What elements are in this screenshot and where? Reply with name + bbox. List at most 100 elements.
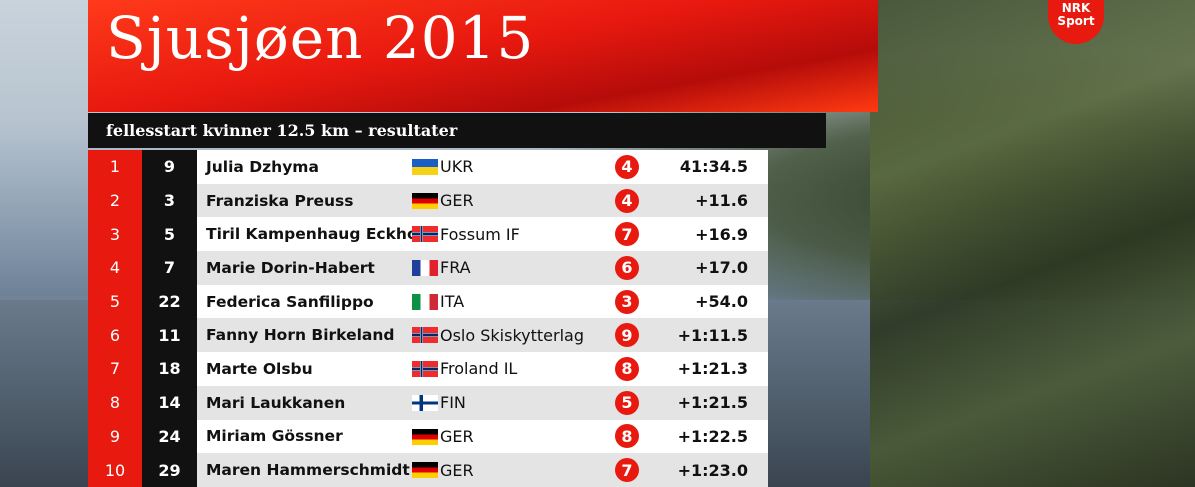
- bib: 18: [142, 352, 197, 386]
- rank: 3: [88, 217, 142, 252]
- rank: 9: [88, 419, 142, 454]
- misses: 3: [615, 285, 639, 319]
- athlete-name: Maren Hammerschmidt: [206, 461, 410, 480]
- flag: [412, 428, 438, 445]
- misses: 7: [615, 453, 639, 487]
- result-row: 7 18 Marte Olsbu Froland IL 8 +1:21.3: [88, 352, 768, 386]
- miss-count: 5: [615, 390, 639, 415]
- bib: 9: [142, 150, 197, 184]
- miss-count: 4: [615, 188, 639, 213]
- logo: NRK Sport: [1048, 0, 1104, 44]
- rank: 6: [88, 318, 142, 353]
- misses: 4: [615, 184, 639, 218]
- rank: 4: [88, 251, 142, 285]
- subtitle-bar: fellesstart kvinner 12.5 km – resultater: [88, 113, 826, 148]
- time: +1:21.3: [677, 359, 748, 379]
- time: +54.0: [695, 292, 748, 312]
- rank: 1: [88, 150, 142, 184]
- country: GER: [440, 426, 474, 446]
- result-row: 9 24 Miriam Gössner GER 8 +1:22.5: [88, 419, 768, 454]
- flag: [412, 293, 438, 310]
- rank: 8: [88, 385, 142, 420]
- header: Sjusjøen 2015: [88, 0, 878, 112]
- result-row: 2 3 Franziska Preuss GER 4 +11.6: [88, 183, 768, 218]
- result-row: 6 11 Fanny Horn Birkeland Oslo Skiskytterla…: [88, 318, 768, 353]
- rank: 10: [88, 453, 142, 487]
- country: Fossum IF: [440, 224, 520, 244]
- time: +17.0: [695, 258, 748, 278]
- bib: 14: [142, 385, 197, 420]
- miss-count: 8: [615, 356, 639, 381]
- rank: 2: [88, 183, 142, 218]
- athlete-name: Marte Olsbu: [206, 359, 313, 378]
- athlete-name: Miriam Gössner: [206, 427, 343, 446]
- bib: 3: [142, 183, 197, 218]
- country: FRA: [440, 258, 471, 278]
- country: ITA: [440, 292, 465, 312]
- misses: 6: [615, 251, 639, 285]
- flag: [412, 226, 438, 243]
- misses: 8: [615, 352, 639, 386]
- result-row: 10 29 Maren Hammerschmidt GER 7 +1:23.0: [88, 453, 768, 487]
- country: Oslo Skiskytterlag: [440, 325, 584, 345]
- time: +11.6: [695, 191, 748, 211]
- misses: 7: [615, 217, 639, 251]
- bib: 22: [142, 284, 197, 319]
- athlete-name: Tiril Kampenhaug Eckhoff: [206, 225, 431, 244]
- flag: [412, 260, 438, 277]
- result-row: 1 9 Julia Dzhyma UKR 4 41:34.5: [88, 150, 768, 184]
- bib: 11: [142, 318, 197, 353]
- time: +1:11.5: [677, 325, 748, 345]
- flag: [412, 159, 438, 175]
- misses: 9: [615, 318, 639, 352]
- misses: 4: [615, 150, 639, 184]
- flag: [412, 394, 438, 411]
- bib: 7: [142, 251, 197, 285]
- athlete-name: Mari Laukkanen: [206, 393, 346, 412]
- bib: 29: [142, 453, 197, 487]
- bib: 24: [142, 419, 197, 454]
- miss-count: 9: [615, 323, 639, 348]
- time: +1:23.0: [677, 460, 748, 480]
- title: Sjusjøen 2015: [106, 4, 535, 72]
- miss-count: 4: [615, 154, 639, 179]
- flag: [412, 192, 438, 209]
- flag: [412, 361, 438, 378]
- bib: 5: [142, 217, 197, 252]
- flag: [412, 327, 438, 344]
- result-row: 3 5 Tiril Kampenhaug Eckhoff Fossum IF 7 +16.…: [88, 217, 768, 252]
- logo-line: NRK: [1061, 1, 1091, 15]
- misses: 8: [615, 420, 639, 454]
- athlete-name: Franziska Preuss: [206, 191, 354, 210]
- miss-count: 7: [615, 458, 639, 483]
- athlete-name: Julia Dzhyma: [206, 157, 319, 176]
- time: +16.9: [695, 224, 748, 244]
- athlete-name: Marie Dorin-Habert: [206, 258, 375, 277]
- miss-count: 6: [615, 255, 639, 280]
- country: FIN: [440, 393, 466, 413]
- result-row: 8 14 Mari Laukkanen FIN 5 +1:21.5: [88, 385, 768, 420]
- miss-count: 3: [615, 289, 639, 314]
- subtitle: fellesstart kvinner 12.5 km – resultater: [106, 121, 458, 140]
- time: +1:21.5: [677, 393, 748, 413]
- misses: 5: [615, 386, 639, 420]
- result-row: 4 7 Marie Dorin-Habert FRA 6 +17.0: [88, 251, 768, 285]
- miss-count: 8: [615, 424, 639, 449]
- athlete-name: Federica Sanfilippo: [206, 292, 374, 311]
- athlete-name: Fanny Horn Birkeland: [206, 326, 395, 345]
- country: UKR: [440, 157, 474, 177]
- logo-line: Sport: [1057, 14, 1095, 28]
- results-table: 1 9 Julia Dzhyma UKR 4 41:34.5 2 3 Franziska Pre…: [88, 150, 768, 487]
- country: GER: [440, 460, 474, 480]
- result-row: 5 22 Federica Sanfilippo ITA 3 +54.0: [88, 284, 768, 319]
- rank: 5: [88, 284, 142, 319]
- miss-count: 7: [615, 222, 639, 247]
- country: GER: [440, 191, 474, 211]
- time: +1:22.5: [677, 426, 748, 446]
- flag: [412, 462, 438, 479]
- time: 41:34.5: [679, 157, 748, 177]
- background-trees: [870, 0, 1195, 487]
- rank: 7: [88, 352, 142, 386]
- country: Froland IL: [440, 359, 518, 379]
